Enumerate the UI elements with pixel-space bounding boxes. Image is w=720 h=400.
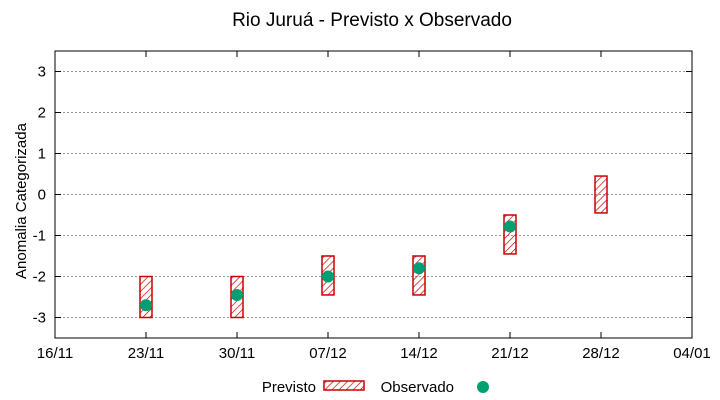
x-tick-label: 23/11 bbox=[128, 345, 164, 362]
x-tick-label: 30/11 bbox=[219, 345, 255, 362]
plot-frame bbox=[54, 50, 693, 339]
observed-points bbox=[140, 220, 516, 312]
x-tick-label: 14/12 bbox=[400, 345, 438, 362]
observed-point bbox=[322, 270, 334, 283]
observed-point bbox=[504, 220, 516, 233]
legend-label-previsto: Previsto bbox=[262, 379, 316, 396]
x-tick-label: 28/12 bbox=[582, 345, 620, 362]
y-tick-label: -2 bbox=[33, 269, 46, 286]
observed-point bbox=[413, 262, 425, 275]
y-axis-ticks: -3 -2 -1 0 1 2 3 bbox=[33, 64, 692, 327]
y-tick-label: 3 bbox=[38, 64, 46, 81]
forecast-range-box bbox=[412, 255, 426, 296]
y-tick-label: -1 bbox=[33, 228, 46, 245]
x-axis-ticks: 16/11 23/11 30/11 07/12 14/12 21/12 28/12 04/01 bbox=[37, 51, 711, 362]
y-tick-label: 1 bbox=[38, 146, 46, 163]
forecast-range-box bbox=[139, 275, 153, 319]
forecast-range-box bbox=[594, 175, 608, 214]
x-tick-label: 16/11 bbox=[37, 345, 73, 362]
x-tick-label: 21/12 bbox=[491, 345, 529, 362]
x-tick-label: 07/12 bbox=[309, 345, 347, 362]
x-tick-label: 04/01 bbox=[673, 345, 711, 362]
observed-point bbox=[140, 299, 152, 312]
observed-point bbox=[231, 288, 243, 301]
legend-label-observado: Observado bbox=[381, 379, 454, 396]
chart-title: Rio Juruá - Previsto x Observado bbox=[232, 10, 512, 31]
legend-marker-observado bbox=[477, 381, 489, 393]
forecast-ranges bbox=[139, 175, 608, 319]
y-tick-label: 0 bbox=[38, 187, 46, 204]
y-axis-label: Anomalia Categorizada bbox=[13, 122, 30, 279]
y-tick-label: -3 bbox=[33, 310, 46, 327]
legend-swatch-previsto bbox=[323, 380, 365, 391]
y-tick-label: 2 bbox=[38, 105, 46, 122]
legend: Previsto Observado bbox=[262, 379, 489, 396]
